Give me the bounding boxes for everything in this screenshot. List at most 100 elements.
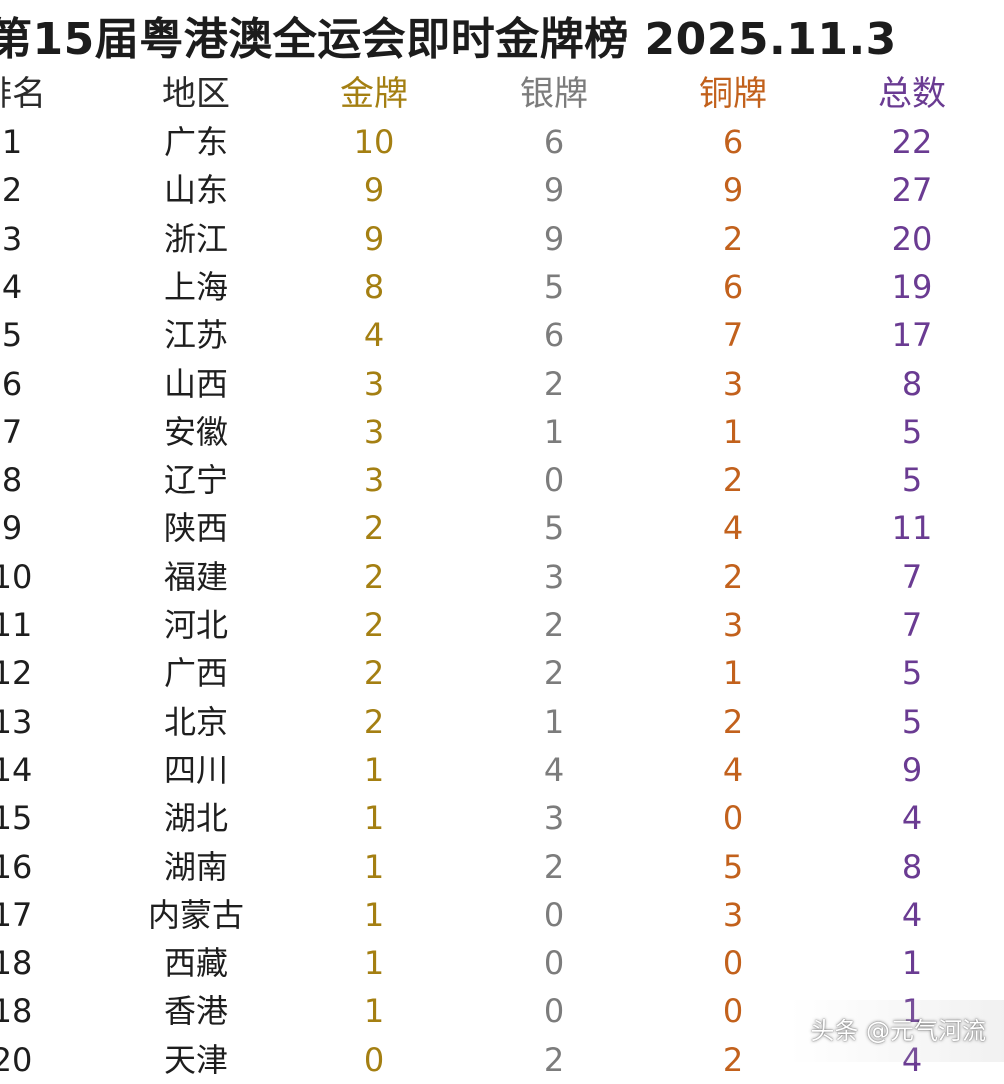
cell-region: 山西: [163, 364, 229, 403]
cell-silver: 9: [543, 219, 565, 258]
cell-silver: 6: [543, 316, 565, 355]
cell-rank: 5: [1, 316, 23, 355]
cell-silver: 2: [543, 654, 565, 693]
table-row: 2 山东 9 9 9 27: [0, 166, 1004, 214]
cell-rank: 14: [0, 750, 33, 789]
cell-bronze: 2: [722, 461, 744, 500]
cell-bronze: 1: [722, 412, 744, 451]
cell-bronze: 6: [722, 267, 744, 306]
cell-silver: 6: [543, 123, 565, 161]
cell-silver: 1: [543, 702, 565, 741]
table-row: 18 香港 1 0 0 1: [0, 987, 1004, 1035]
cell-total: 5: [901, 654, 923, 693]
header-region: 地区: [162, 74, 230, 114]
table-row: 16 湖南 1 2 5 8: [0, 843, 1004, 891]
table-row: 1 广东 10 6 6 22: [0, 118, 1004, 166]
cell-region: 陕西: [163, 509, 229, 548]
cell-gold: 2: [363, 606, 385, 644]
cell-gold: 1: [363, 944, 385, 983]
cell-region: 辽宁: [163, 461, 229, 500]
cell-region: 浙江: [163, 219, 229, 258]
cell-gold: 1: [363, 847, 385, 886]
cell-region: 广西: [163, 654, 229, 693]
cell-rank: 12: [0, 654, 33, 693]
cell-gold: 2: [363, 509, 385, 548]
cell-total: 5: [901, 702, 923, 741]
header-bronze: 铜牌: [699, 74, 767, 114]
cell-rank: 10: [0, 557, 33, 596]
cell-bronze: 5: [722, 847, 744, 886]
header-rank: 排名: [0, 74, 46, 114]
cell-silver: 5: [543, 267, 565, 306]
cell-gold: 4: [363, 316, 385, 355]
cell-total: 1: [902, 987, 922, 1035]
cell-silver: 3: [543, 557, 565, 596]
cell-bronze: 3: [722, 364, 744, 403]
table-row: 6 山西 3 2 3 8: [0, 360, 1004, 408]
cell-gold: 9: [363, 219, 385, 258]
cell-total: 22: [891, 123, 933, 161]
cell-gold: 3: [363, 412, 385, 451]
table-row: 3 浙江 9 9 2 20: [0, 215, 1004, 263]
cell-gold: 1: [363, 895, 385, 934]
table-header: 排名 地区 金牌 银牌 铜牌 总数: [0, 70, 1004, 118]
cell-bronze: 1: [722, 654, 744, 693]
cell-region: 天津: [163, 1040, 229, 1079]
cell-silver: 2: [543, 1040, 565, 1079]
cell-rank: 6: [1, 364, 23, 403]
watermark: 头条 @元气河流: [810, 1017, 986, 1045]
cell-silver: 0: [543, 895, 565, 934]
table-row: 5 江苏 4 6 7 17: [0, 311, 1004, 359]
cell-silver: 0: [543, 944, 565, 983]
cell-total: 4: [901, 799, 923, 838]
cell-total: 5: [901, 412, 923, 451]
cell-region: 河北: [163, 606, 229, 644]
cell-bronze: 2: [722, 219, 744, 258]
cell-region: 安徽: [163, 412, 229, 451]
cell-region: 湖南: [163, 847, 229, 886]
cell-bronze: 4: [722, 509, 744, 548]
cell-total: 8: [901, 847, 923, 886]
cell-silver: 2: [543, 364, 565, 403]
cell-bronze: 9: [722, 171, 744, 210]
table-row: 17 内蒙古 1 0 3 4: [0, 891, 1004, 939]
table-row: 11 河北 2 2 3 7: [0, 601, 1004, 649]
table-row: 10 福建 2 3 2 7: [0, 553, 1004, 601]
cell-total: 5: [901, 461, 923, 500]
cell-total: 17: [891, 316, 933, 355]
table-row: 7 安徽 3 1 1 5: [0, 408, 1004, 456]
table-row: 4 上海 8 5 6 19: [0, 263, 1004, 311]
cell-silver: 0: [543, 992, 565, 1031]
cell-rank: 20: [0, 1040, 33, 1079]
cell-rank: 15: [0, 799, 33, 838]
cell-region: 四川: [163, 750, 229, 789]
cell-gold: 1: [363, 750, 385, 789]
cell-rank: 18: [0, 992, 33, 1031]
table-row: 13 北京 2 1 2 5: [0, 698, 1004, 746]
cell-gold: 10: [353, 123, 395, 161]
page-title: 第15届粤港澳全运会即时金牌榜 2025.11.3: [0, 14, 897, 65]
cell-region: 内蒙古: [147, 895, 245, 934]
table-row: 9 陕西 2 5 4 11: [0, 504, 1004, 552]
cell-gold: 2: [363, 557, 385, 596]
cell-gold: 8: [363, 267, 385, 306]
table-row: 12 广西 2 2 1 5: [0, 649, 1004, 697]
cell-total: 20: [891, 219, 933, 258]
cell-gold: 1: [363, 799, 385, 838]
cell-rank: 18: [0, 944, 33, 983]
cell-region: 江苏: [163, 316, 229, 355]
cell-rank: 16: [0, 847, 33, 886]
cell-bronze: 2: [722, 557, 744, 596]
cell-total: 8: [901, 364, 923, 403]
cell-bronze: 3: [722, 606, 744, 644]
cell-total: 11: [891, 509, 933, 548]
table-row: 14 四川 1 4 4 9: [0, 746, 1004, 794]
cell-total: 7: [901, 606, 923, 644]
table-row: 8 辽宁 3 0 2 5: [0, 456, 1004, 504]
cell-total: 1: [901, 944, 923, 983]
cell-gold: 3: [363, 364, 385, 403]
cell-silver: 3: [543, 799, 565, 838]
header-total: 总数: [878, 74, 946, 114]
cell-bronze: 0: [722, 992, 744, 1031]
cell-rank: 1: [1, 123, 23, 161]
